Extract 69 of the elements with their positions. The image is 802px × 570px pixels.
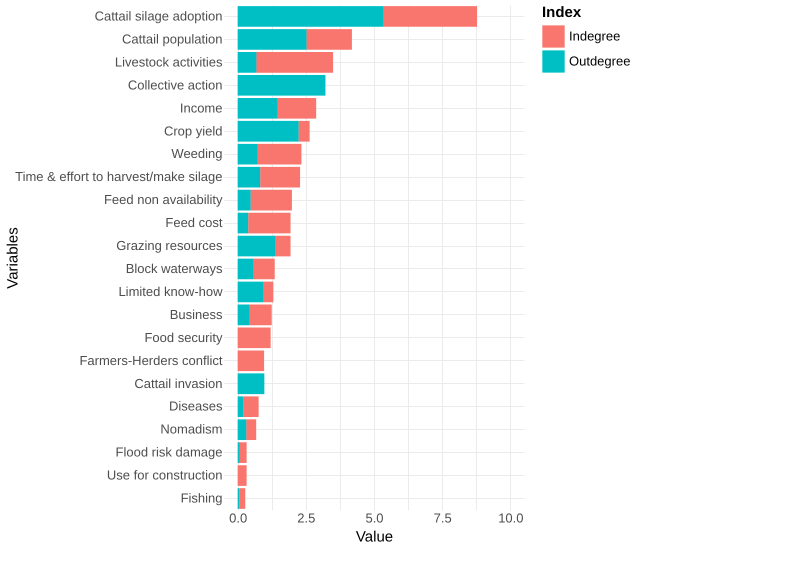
- bar: [260, 166, 300, 188]
- y-tick-label: Cattail population: [122, 31, 222, 46]
- y-tick-label: Livestock activities: [114, 54, 223, 70]
- bar: [238, 75, 326, 96]
- bar: [243, 396, 259, 418]
- bar: [238, 282, 263, 302]
- bar: [239, 488, 246, 509]
- y-tick-label: Flood risk damage: [116, 444, 222, 460]
- bar: [238, 190, 251, 210]
- legend-label: Outdegree: [569, 54, 630, 68]
- bar: [240, 442, 247, 463]
- bar: [238, 29, 307, 50]
- y-tick-label: Fishing: [180, 490, 222, 506]
- y-tick-label: Collective action: [128, 77, 222, 92]
- x-tick-label: 10.0: [498, 510, 524, 526]
- y-tick-label: Weeding: [171, 146, 222, 162]
- bar: [238, 52, 256, 73]
- bar: [246, 419, 256, 440]
- bar: [275, 236, 291, 256]
- y-tick-label: Diseases: [169, 398, 223, 414]
- y-tick-label: Feed non availability: [104, 192, 223, 208]
- y-tick-label: Farmers-Herders conflict: [79, 352, 223, 368]
- y-tick-label: Income: [180, 100, 222, 116]
- bar: [238, 328, 271, 348]
- bar: [258, 144, 302, 165]
- legend-label: Indegree: [569, 28, 620, 44]
- y-tick-label: Nomadism: [160, 422, 222, 437]
- y-tick-label: Crop yield: [164, 123, 222, 138]
- y-tick-label: Feed cost: [165, 215, 223, 230]
- x-tick-label: 7.5: [434, 510, 452, 526]
- bar: [277, 98, 316, 119]
- y-tick-label: Cattail invasion: [134, 376, 222, 391]
- bar: [238, 236, 275, 256]
- bar: [238, 120, 299, 142]
- bar: [238, 98, 278, 119]
- bar: [250, 190, 292, 210]
- y-axis-title: Variables: [4, 227, 22, 289]
- bar: [238, 144, 258, 165]
- bar: [238, 373, 264, 394]
- y-tick-label: Limited know-how: [118, 284, 224, 299]
- x-axis-title: Value: [356, 528, 394, 546]
- y-tick-label: Business: [170, 306, 223, 322]
- bar: [254, 258, 275, 280]
- x-tick-label: 2.5: [297, 510, 316, 526]
- bar: [306, 29, 352, 50]
- bar: [238, 258, 254, 280]
- bar: [238, 212, 248, 234]
- x-tick-label: 5.0: [365, 510, 384, 526]
- bar: [238, 465, 247, 486]
- legend-title: Index: [542, 4, 582, 21]
- bar: [256, 52, 334, 73]
- y-tick-label: Block waterways: [126, 260, 223, 276]
- bar: [238, 350, 264, 372]
- bar: [248, 212, 291, 234]
- bar: [238, 166, 260, 188]
- y-tick-label: Time & effort to harvest/make silage: [15, 169, 222, 184]
- bar: [383, 6, 478, 27]
- bar: [250, 304, 272, 326]
- bar: [298, 120, 310, 142]
- x-tick-label: 0.0: [229, 510, 248, 526]
- bar: [238, 304, 250, 326]
- bar: [238, 396, 244, 418]
- y-tick-label: Cattail silage adoption: [94, 8, 222, 24]
- y-tick-label: Use for construction: [106, 468, 222, 483]
- bar: [238, 6, 383, 27]
- y-tick-label: Food security: [144, 330, 223, 345]
- bar: [238, 419, 246, 440]
- y-tick-label: Grazing resources: [116, 238, 223, 254]
- bar: [263, 282, 274, 302]
